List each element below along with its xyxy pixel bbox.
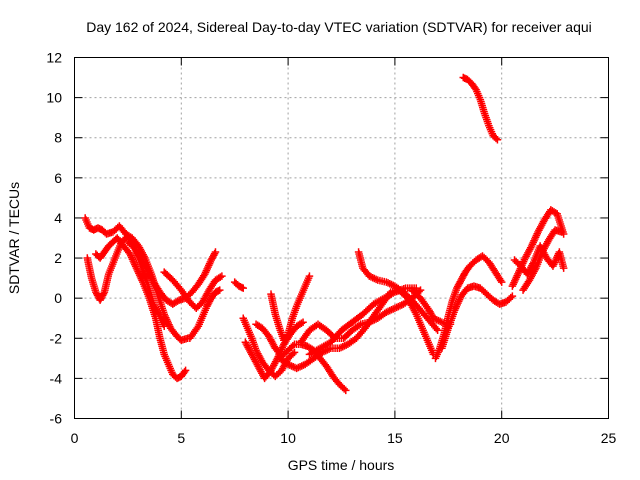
data-markers <box>81 73 568 395</box>
series-arc-4 <box>124 238 220 308</box>
series-arc-6 <box>186 286 224 343</box>
y-tick-label: -6 <box>50 411 63 427</box>
data-point <box>559 264 568 272</box>
axis-ticks <box>74 57 609 419</box>
data-point <box>508 292 517 300</box>
x-tick-label: 5 <box>177 430 185 446</box>
data-point <box>215 286 224 294</box>
y-tick-label: 8 <box>54 130 62 146</box>
y-tick-label: 10 <box>46 90 62 106</box>
x-tick-label: 20 <box>494 430 510 446</box>
data-point <box>290 348 299 357</box>
data-point <box>433 326 442 335</box>
data-point <box>416 286 425 294</box>
data-point <box>299 318 307 326</box>
data-point <box>218 272 226 280</box>
series-arc-3 <box>92 234 190 383</box>
plot-frame <box>74 57 609 419</box>
data-point <box>493 135 502 144</box>
x-tick-label: 0 <box>71 430 79 446</box>
y-tick-label: 4 <box>54 210 62 226</box>
tick-labels: 0 5 10 15 20 25 -6 -4 -2 0 2 4 6 8 10 12 <box>46 50 616 447</box>
series-arc-18 <box>438 282 517 353</box>
data-point <box>557 228 566 236</box>
series-arc-22 <box>519 226 566 294</box>
data-point <box>181 366 190 375</box>
series-arc-19 <box>459 73 502 144</box>
data-point <box>342 386 350 395</box>
y-tick-label: 2 <box>54 250 62 266</box>
series-arc-15 <box>354 248 442 335</box>
y-tick-label: 12 <box>46 50 62 66</box>
y-axis-title: SDTVAR / TECUs <box>6 182 22 294</box>
y-tick-label: 0 <box>54 290 62 306</box>
x-tick-label: 25 <box>601 430 617 446</box>
data-point <box>239 284 247 292</box>
data-point <box>497 278 506 286</box>
series-arc-11 <box>267 272 314 345</box>
series-arc-21 <box>510 242 568 278</box>
data-point <box>305 272 314 280</box>
grid <box>74 57 609 419</box>
y-tick-label: -4 <box>50 370 63 386</box>
data-point <box>160 322 168 330</box>
x-tick-label: 15 <box>387 430 403 446</box>
series-arc-7 <box>230 278 247 292</box>
series-arc-9 <box>241 318 307 383</box>
series-arc-10 <box>252 320 350 395</box>
series-arc-5 <box>160 268 226 312</box>
x-tick-label: 10 <box>280 430 296 446</box>
y-tick-label: -2 <box>50 330 63 346</box>
data-point <box>211 248 220 256</box>
data-point <box>412 284 421 292</box>
x-axis-title: GPS time / hours <box>288 457 395 473</box>
y-tick-label: 6 <box>54 170 62 186</box>
chart-title: Day 162 of 2024, Sidereal Day-to-day VTE… <box>86 19 592 35</box>
